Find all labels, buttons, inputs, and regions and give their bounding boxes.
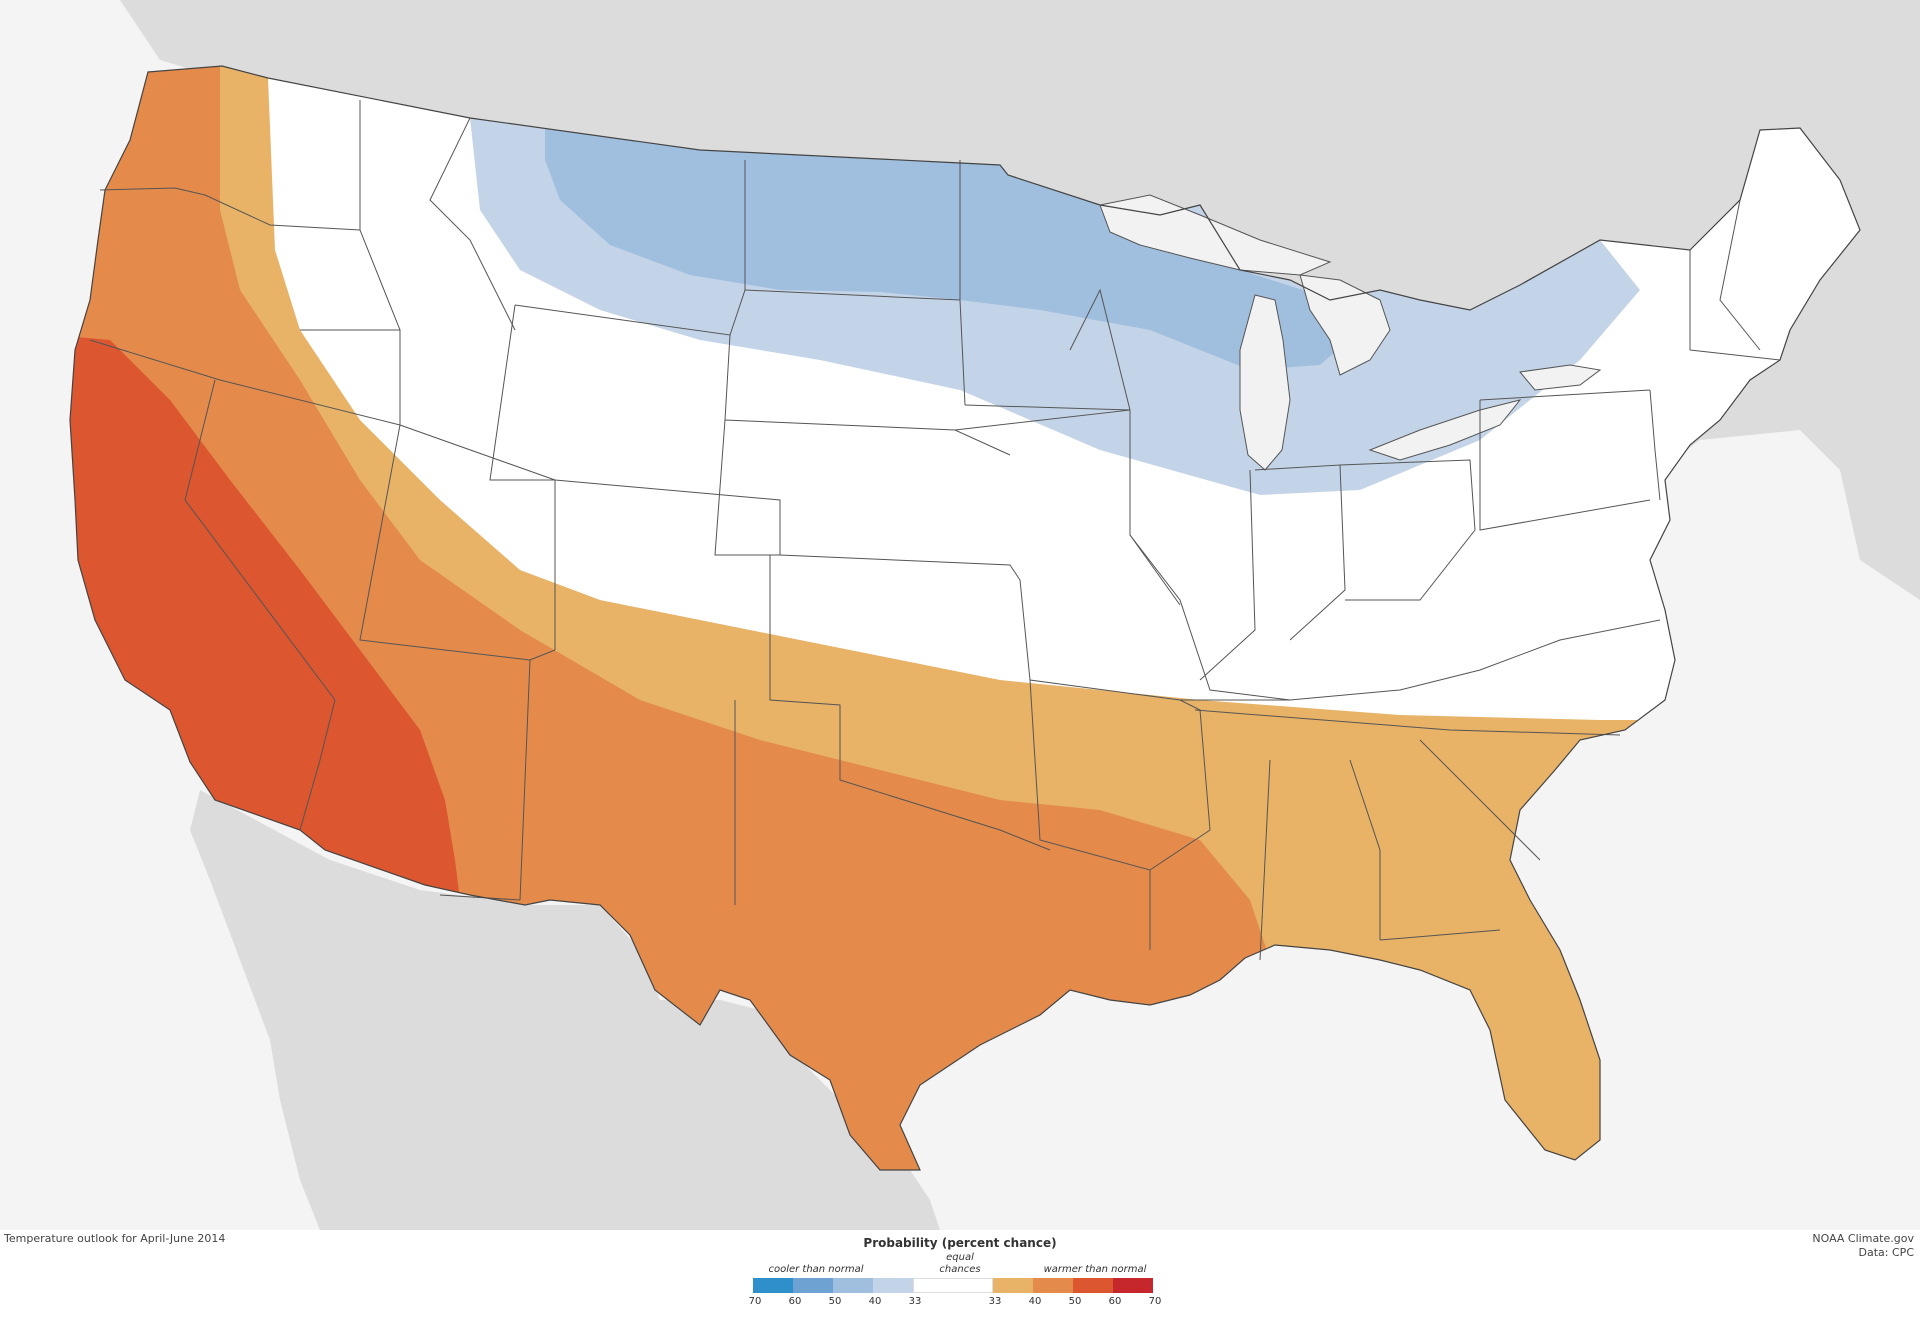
legend-swatch	[833, 1278, 873, 1293]
legend-tick-label: 60	[1108, 1296, 1122, 1307]
legend-tick-label: 70	[1148, 1296, 1162, 1307]
baja-land	[210, 800, 340, 1150]
legend-tick-label: 60	[788, 1296, 802, 1307]
legend-warmer-label: warmer than normal	[1043, 1264, 1147, 1275]
legend-tick-label: 70	[748, 1296, 762, 1307]
legend-tick-label: 33	[988, 1296, 1002, 1307]
legend-equal-line2: chances	[939, 1264, 981, 1275]
us-outline	[69, 65, 1861, 1171]
temperature-outlook-map	[0, 0, 1920, 1230]
credit-source: NOAA Climate.gov	[1812, 1232, 1914, 1245]
legend-swatch	[793, 1278, 833, 1293]
mexico-land	[190, 790, 940, 1230]
legend-tick-label: 50	[1068, 1296, 1082, 1307]
legend-swatch	[873, 1278, 913, 1293]
credit-block: NOAA Climate.gov Data: CPC	[1812, 1232, 1914, 1260]
lake-michigan	[1239, 294, 1291, 471]
legend-swatch	[913, 1278, 993, 1293]
legend-swatch	[753, 1278, 793, 1293]
legend-swatch	[993, 1278, 1033, 1293]
legend-color-bar	[753, 1278, 1153, 1293]
credit-data: Data: CPC	[1858, 1246, 1914, 1259]
lake-erie	[1368, 399, 1522, 461]
legend-tick-label: 40	[1028, 1296, 1042, 1307]
zone-cooler-40-50	[545, 118, 1360, 370]
state-borders	[89, 100, 1781, 961]
legend-equal-line1: equal	[946, 1252, 974, 1263]
legend-title: Probability (percent chance)	[863, 1236, 1057, 1250]
canada-land	[0, 0, 1920, 600]
legend-tick-label: 40	[868, 1296, 882, 1307]
lake-ontario	[1519, 364, 1602, 391]
legend-cooler-label: cooler than normal	[768, 1264, 864, 1275]
legend-swatch	[1073, 1278, 1113, 1293]
nova-scotia-land	[1790, 255, 1920, 350]
legend-swatch	[1113, 1278, 1153, 1293]
legend-equal-label: equal chances	[920, 1252, 1000, 1276]
lake-huron	[1299, 274, 1391, 376]
map-caption: Temperature outlook for April-June 2014	[4, 1232, 226, 1245]
legend-swatch	[1033, 1278, 1073, 1293]
legend-tick-label: 33	[908, 1296, 922, 1307]
legend-tick-label: 50	[828, 1296, 842, 1307]
